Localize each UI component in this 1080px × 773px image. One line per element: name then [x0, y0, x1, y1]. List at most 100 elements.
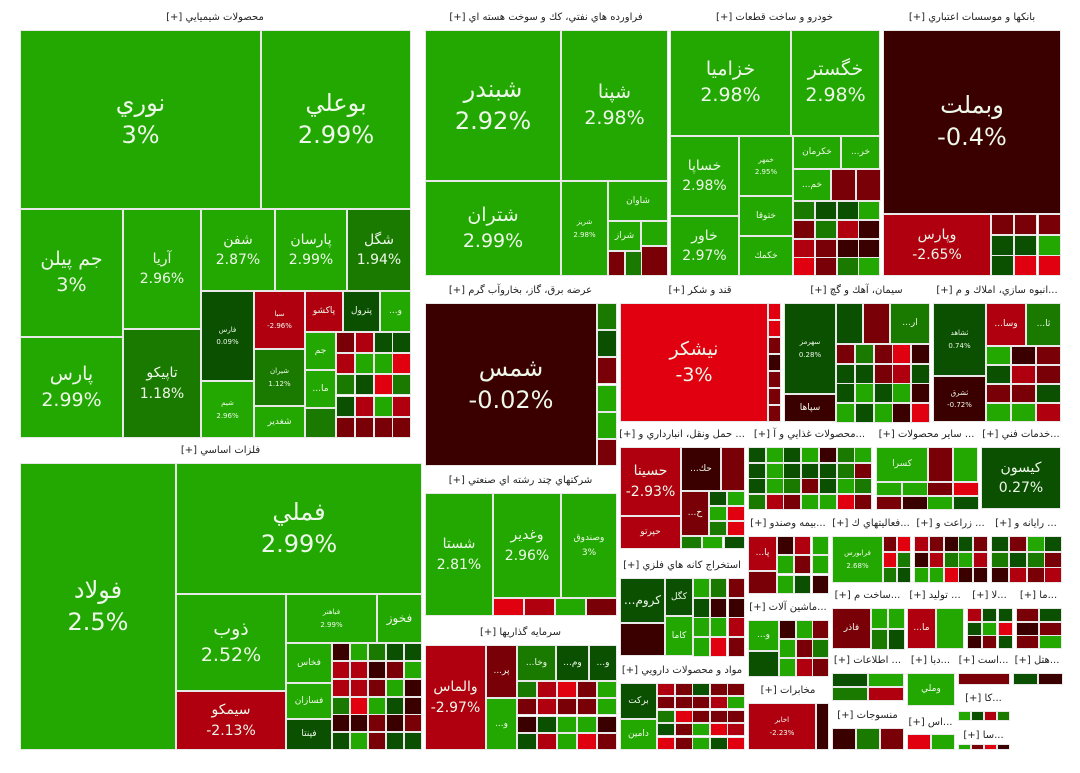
small-stock-tile[interactable] — [931, 734, 955, 750]
stock-tile[interactable]: وملي — [907, 673, 955, 706]
small-stock-tile[interactable] — [557, 716, 577, 733]
small-stock-tile[interactable] — [657, 710, 675, 723]
small-stock-tile[interactable] — [984, 711, 997, 721]
small-stock-tile[interactable] — [836, 344, 855, 364]
small-stock-tile[interactable] — [305, 408, 336, 438]
small-stock-tile[interactable] — [537, 681, 557, 698]
small-stock-tile[interactable] — [779, 658, 796, 677]
small-stock-tile[interactable] — [392, 332, 411, 353]
small-stock-tile[interactable] — [876, 496, 902, 510]
small-stock-tile[interactable] — [837, 447, 855, 463]
small-stock-tile[interactable] — [336, 417, 355, 438]
stock-tile[interactable]: ...و — [380, 291, 411, 332]
small-stock-tile[interactable] — [766, 478, 784, 494]
small-stock-tile[interactable] — [819, 463, 837, 479]
small-stock-tile[interactable] — [858, 257, 880, 276]
small-stock-tile[interactable] — [796, 658, 813, 677]
small-stock-tile[interactable] — [728, 617, 745, 637]
small-stock-tile[interactable] — [855, 383, 874, 403]
small-stock-tile[interactable] — [991, 536, 1009, 552]
stock-tile[interactable]: فباهنر 2.99% — [286, 594, 377, 643]
small-stock-tile[interactable] — [856, 728, 880, 750]
small-stock-tile[interactable] — [555, 598, 586, 616]
small-stock-tile[interactable] — [1038, 235, 1061, 256]
small-stock-tile[interactable] — [997, 744, 1010, 750]
small-stock-tile[interactable] — [907, 734, 931, 750]
small-stock-tile[interactable] — [944, 567, 959, 583]
stock-tile[interactable]: اخابر -2.23% — [748, 703, 816, 750]
small-stock-tile[interactable] — [493, 598, 524, 616]
small-stock-tile[interactable] — [368, 643, 386, 661]
stock-tile[interactable]: شغدير — [254, 406, 305, 438]
small-stock-tile[interactable] — [1036, 346, 1061, 365]
small-stock-tile[interactable] — [368, 679, 386, 697]
stock-tile[interactable]: والماس -2.97% — [425, 645, 486, 750]
small-stock-tile[interactable] — [597, 733, 617, 750]
small-stock-tile[interactable] — [748, 571, 777, 594]
stock-tile[interactable]: خمهر 2.95% — [739, 136, 793, 196]
small-stock-tile[interactable] — [801, 447, 819, 463]
stock-tile[interactable]: شتران 2.99% — [425, 181, 561, 276]
stock-tile[interactable]: دامين — [620, 719, 657, 750]
small-stock-tile[interactable] — [768, 337, 781, 354]
stock-tile[interactable]: ...وسا — [986, 303, 1026, 346]
sector-header[interactable]: فراورده هاي نفتي، كك و سوخت هسته اي [+] — [424, 7, 668, 29]
sector-header[interactable]: ...خدمات فني [+] — [980, 424, 1062, 446]
sector-header[interactable]: خودرو و ساخت قطعات [+] — [669, 7, 880, 29]
small-stock-tile[interactable] — [1039, 608, 1062, 622]
small-stock-tile[interactable] — [897, 536, 911, 552]
sector-header[interactable]: ...فعاليتهاي ك [+] — [831, 513, 911, 535]
small-stock-tile[interactable] — [336, 374, 355, 395]
small-stock-tile[interactable] — [837, 494, 855, 510]
stock-tile[interactable]: فخوز — [377, 594, 422, 643]
stock-tile[interactable]: فرابورس 2.68% — [832, 536, 883, 583]
small-stock-tile[interactable] — [710, 683, 728, 696]
stock-tile[interactable]: ختوقا — [739, 196, 793, 236]
small-stock-tile[interactable] — [386, 643, 404, 661]
small-stock-tile[interactable] — [766, 447, 784, 463]
small-stock-tile[interactable] — [958, 536, 973, 552]
small-stock-tile[interactable] — [557, 681, 577, 698]
small-stock-tile[interactable] — [657, 737, 675, 750]
small-stock-tile[interactable] — [855, 364, 874, 384]
small-stock-tile[interactable] — [727, 683, 745, 696]
stock-tile[interactable]: ...ما — [305, 370, 336, 408]
small-stock-tile[interactable] — [973, 567, 988, 583]
small-stock-tile[interactable] — [597, 357, 617, 384]
stock-tile[interactable]: ثشاهد 0.74% — [933, 303, 986, 376]
sector-header[interactable]: سرمايه گذاريها [+] — [424, 622, 617, 644]
small-stock-tile[interactable] — [892, 344, 911, 364]
small-stock-tile[interactable] — [973, 552, 988, 568]
small-stock-tile[interactable] — [597, 412, 617, 439]
small-stock-tile[interactable] — [557, 733, 577, 750]
stock-tile[interactable]: ثشرق -0.72% — [933, 376, 986, 422]
small-stock-tile[interactable] — [815, 257, 837, 276]
small-stock-tile[interactable] — [854, 447, 872, 463]
stock-tile[interactable]: ...و — [486, 698, 517, 750]
small-stock-tile[interactable] — [883, 536, 897, 552]
stock-tile[interactable]: حپرتو — [620, 516, 681, 549]
small-stock-tile[interactable] — [986, 403, 1011, 422]
small-stock-tile[interactable] — [991, 235, 1014, 256]
stock-tile[interactable]: فاذر — [832, 608, 871, 649]
small-stock-tile[interactable] — [958, 711, 971, 721]
small-stock-tile[interactable] — [748, 651, 779, 677]
small-stock-tile[interactable] — [794, 536, 811, 555]
small-stock-tile[interactable] — [793, 220, 815, 239]
stock-tile[interactable]: شراز — [608, 221, 641, 251]
stock-tile[interactable]: شمس -0.02% — [425, 303, 597, 466]
small-stock-tile[interactable] — [620, 623, 665, 656]
stock-tile[interactable]: ذوب 2.52% — [176, 594, 286, 691]
small-stock-tile[interactable] — [727, 696, 745, 709]
small-stock-tile[interactable] — [350, 643, 368, 661]
small-stock-tile[interactable] — [374, 353, 393, 374]
small-stock-tile[interactable] — [928, 447, 953, 482]
small-stock-tile[interactable] — [597, 681, 617, 698]
small-stock-tile[interactable] — [982, 608, 997, 622]
small-stock-tile[interactable] — [856, 169, 881, 201]
small-stock-tile[interactable] — [768, 405, 781, 422]
small-stock-tile[interactable] — [927, 496, 953, 510]
small-stock-tile[interactable] — [710, 578, 727, 598]
small-stock-tile[interactable] — [783, 494, 801, 510]
small-stock-tile[interactable] — [868, 673, 904, 687]
